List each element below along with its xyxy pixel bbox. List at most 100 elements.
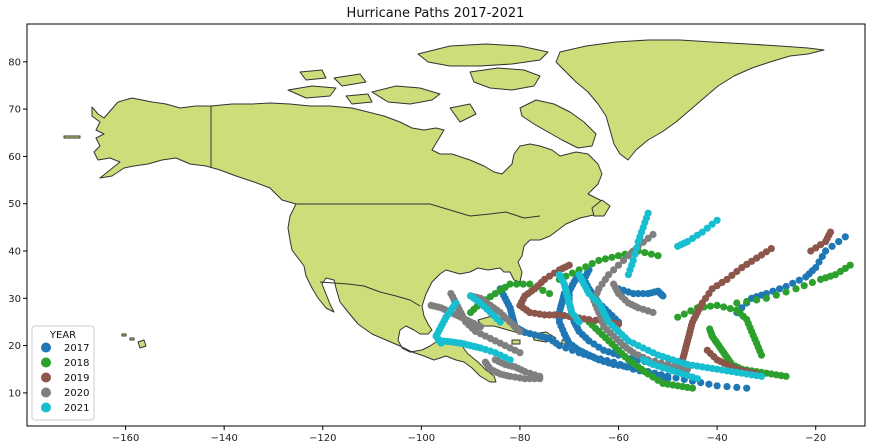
- track-point-2017: [657, 371, 665, 379]
- track-point-2017: [835, 238, 843, 246]
- track-point-2018: [762, 294, 771, 302]
- legend-label: 2018: [64, 358, 89, 369]
- track-point-2017: [828, 242, 836, 250]
- track-point-2017: [672, 374, 680, 382]
- legend-title: YEAR: [49, 330, 76, 341]
- track-point-2020: [649, 230, 657, 239]
- track-point-2018: [588, 260, 596, 268]
- y-tick-label: 10: [8, 388, 21, 399]
- baffin-island-landmass: [519, 99, 597, 149]
- track-point-2017: [795, 276, 803, 284]
- x-tick-label: −60: [608, 433, 629, 444]
- legend: YEAR 2017 2018 2019 2020 2021: [31, 325, 95, 421]
- track-point-2017: [782, 282, 790, 291]
- track-point-2017: [664, 372, 672, 380]
- x-tick-label: −80: [509, 433, 530, 444]
- track-point-2020: [605, 271, 613, 279]
- hawaii-island: [129, 337, 135, 341]
- legend-marker-2018: [41, 357, 51, 368]
- track-point-2021: [575, 271, 583, 279]
- track-point-2018: [713, 301, 721, 309]
- track-point-2021: [674, 242, 682, 250]
- track-point-2018: [800, 282, 808, 290]
- track-point-2018: [519, 280, 527, 288]
- track-point-2017: [789, 279, 797, 287]
- track-point-2018: [808, 278, 817, 287]
- legend-marker-2017: [41, 342, 51, 353]
- track-point-2018: [733, 299, 741, 307]
- canada-us-border-line: [296, 203, 541, 219]
- track-point-2018: [568, 269, 577, 277]
- legend-marker-2021: [41, 402, 51, 413]
- arctic-island: [417, 43, 549, 67]
- track-point-2020: [491, 356, 499, 364]
- legend-marker-2020: [41, 387, 51, 398]
- track-point-2019: [767, 245, 775, 253]
- x-tick-label: −160: [112, 433, 139, 444]
- track-point-2020: [624, 252, 633, 260]
- track-point-2020: [610, 280, 618, 288]
- track-point-2020: [614, 261, 623, 269]
- track-point-2020: [476, 323, 485, 331]
- track-point-2018: [614, 252, 623, 260]
- track-point-2021: [575, 318, 583, 326]
- track-point-2017: [713, 382, 721, 390]
- hawaii-island: [121, 333, 127, 337]
- legend-label: 2019: [64, 373, 89, 384]
- y-tick-label: 20: [8, 341, 21, 352]
- jamaica-landmass: [511, 339, 521, 345]
- track-point-2018: [654, 252, 662, 260]
- track-point-2019: [550, 311, 559, 319]
- x-tick-label: −20: [805, 433, 826, 444]
- track-point-2018: [743, 297, 751, 306]
- greenland-landmass: [555, 39, 825, 161]
- arctic-island: [333, 73, 367, 87]
- track-point-2019: [733, 267, 741, 276]
- track-point-2021: [467, 292, 475, 300]
- track-point-2017: [723, 383, 731, 391]
- track-point-2018: [726, 305, 734, 313]
- legend-marker-2019: [41, 372, 51, 383]
- arctic-island: [345, 93, 373, 105]
- x-axis: −160 −140 −120 −100 −80 −60 −40 −20: [112, 426, 826, 444]
- track-point-2019: [807, 247, 815, 255]
- y-tick-label: 50: [8, 199, 21, 210]
- chart-title: Hurricane Paths 2017-2021: [346, 6, 525, 21]
- arctic-island: [299, 69, 327, 81]
- track-point-2018: [720, 303, 728, 311]
- track-point-2018: [706, 302, 715, 310]
- track-point-2018: [733, 306, 741, 314]
- track-point-2017: [705, 380, 713, 388]
- hurricane-tracks: [427, 209, 854, 392]
- track-point-2018: [467, 308, 475, 317]
- newfoundland-landmass: [591, 199, 611, 217]
- track-point-2017: [822, 247, 830, 255]
- track-point-2021: [713, 216, 721, 224]
- track-point-2018: [545, 290, 554, 298]
- track-point-2019: [723, 275, 731, 283]
- track-point-2020: [619, 256, 628, 265]
- legend-label: 2017: [64, 343, 89, 354]
- arctic-island: [287, 85, 337, 99]
- track-point-2018: [608, 253, 616, 261]
- track-point-2021: [437, 337, 445, 345]
- track-point-2018: [601, 255, 610, 263]
- track-point-2018: [539, 286, 547, 294]
- track-point-2018: [706, 325, 714, 333]
- track-point-2021: [644, 209, 652, 217]
- track-point-2018: [782, 288, 790, 296]
- track-point-2018: [792, 285, 800, 293]
- x-tick-label: −140: [210, 433, 237, 444]
- track-point-2021: [629, 256, 637, 265]
- aleutian-island: [63, 135, 81, 139]
- track-point-2017: [841, 233, 849, 241]
- land-masses: [63, 39, 825, 383]
- track-point-2020: [610, 266, 618, 274]
- track-point-2018: [647, 250, 656, 258]
- track-point-2019: [585, 316, 593, 324]
- us-mexico-border-line: [319, 281, 421, 307]
- axes-frame: [26, 23, 866, 427]
- track-point-2018: [641, 249, 649, 257]
